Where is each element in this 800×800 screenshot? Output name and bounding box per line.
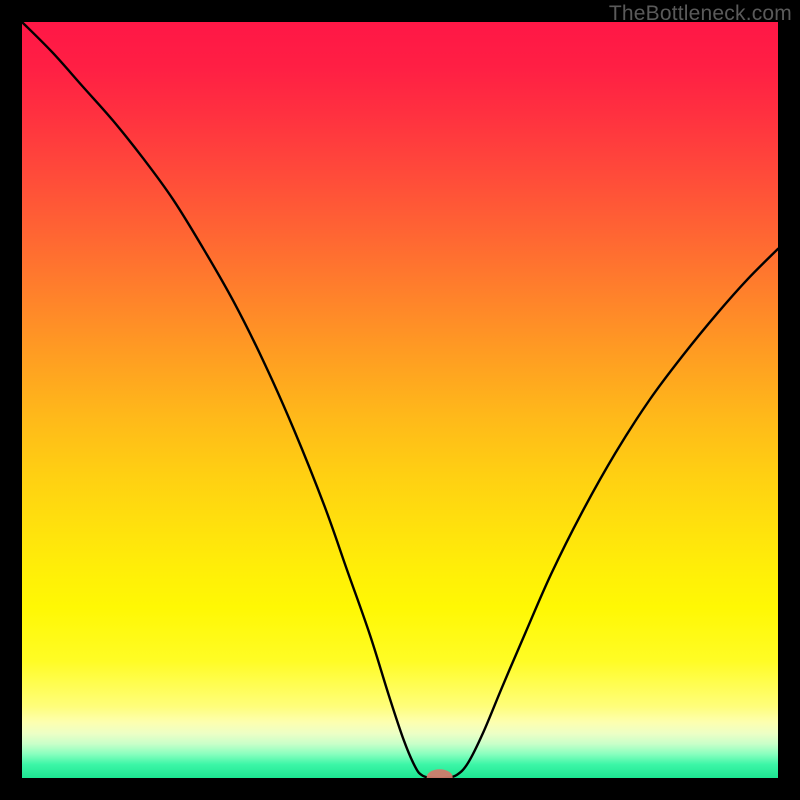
chart-container: TheBottleneck.com [0, 0, 800, 800]
gradient-background [22, 22, 778, 778]
bottleneck-chart [0, 0, 800, 800]
